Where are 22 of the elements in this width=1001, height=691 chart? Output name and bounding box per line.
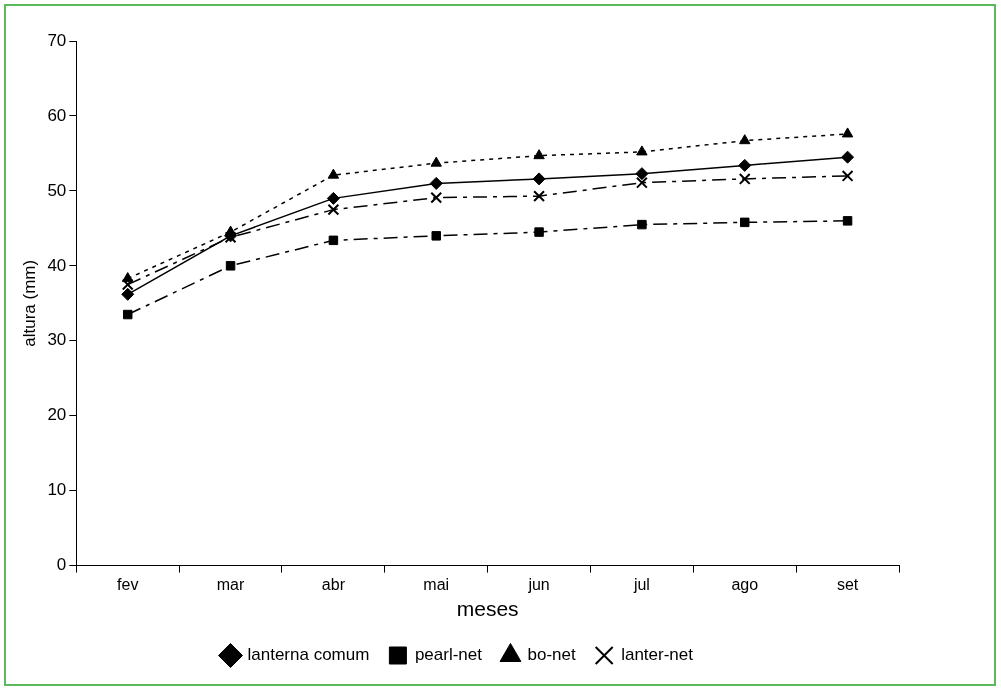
x-tick-label: jul	[632, 575, 650, 593]
y-tick-label: 20	[47, 405, 67, 425]
y-tick-label: 60	[47, 105, 67, 125]
y-tick-label: 30	[47, 330, 67, 350]
y-axis-title: altura (mm)	[19, 259, 39, 347]
y-tick-label: 0	[56, 555, 67, 575]
legend-label: lanter-net	[621, 645, 694, 665]
y-tick-label: 50	[47, 180, 67, 200]
x-tick-label: set	[836, 575, 859, 593]
x-tick-label: ago	[731, 575, 759, 593]
x-tick-label: mai	[423, 575, 450, 593]
y-tick-label: 70	[47, 30, 67, 50]
legend-label: bo-net	[527, 645, 576, 665]
legend-label: pearl-net	[414, 645, 483, 665]
x-axis-title: meses	[456, 597, 519, 621]
x-tick-label: fev	[117, 575, 139, 593]
x-tick-label: jun	[527, 575, 550, 593]
y-tick-label: 10	[47, 480, 67, 500]
y-tick-label: 40	[47, 255, 67, 275]
x-tick-label: mar	[216, 575, 246, 593]
legend-label: lanterna comum	[247, 645, 370, 665]
x-tick-label: abr	[321, 575, 346, 593]
